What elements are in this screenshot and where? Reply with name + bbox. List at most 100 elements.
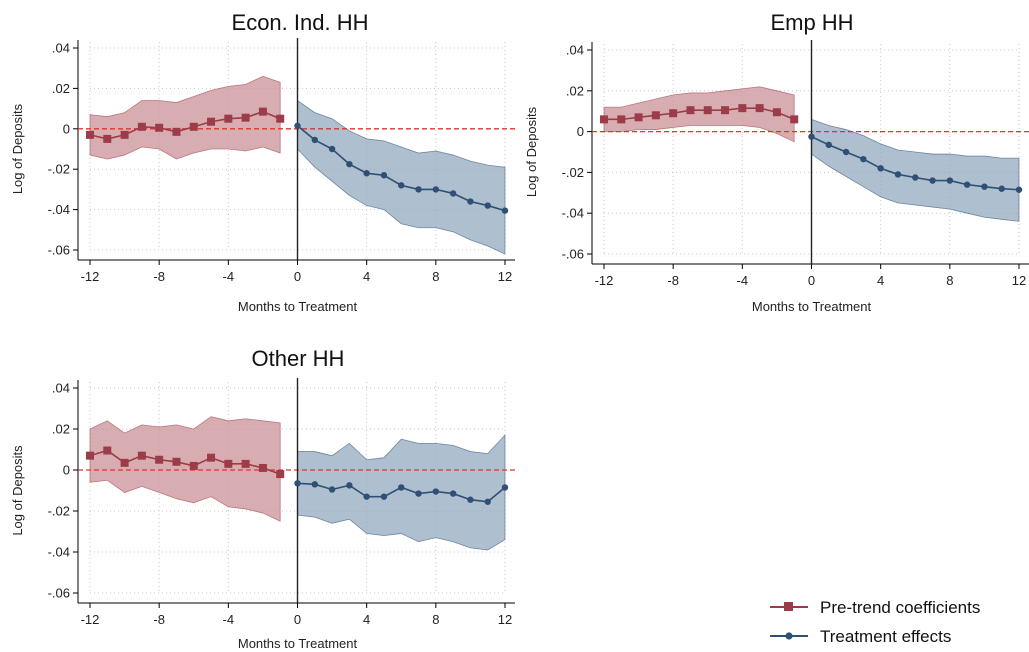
panel-title: Econ. Ind. HH: [232, 10, 369, 35]
y-tick-label: -.06: [48, 586, 70, 601]
x-axis-title: Months to Treatment: [238, 299, 358, 314]
legend-pretrend-label: Pre-trend coefficients: [820, 598, 980, 617]
y-axis-title: Log of Deposits: [10, 445, 25, 536]
y-tick-label: -.02: [48, 162, 70, 177]
pretrend-point: [120, 458, 129, 467]
treatment-point: [894, 171, 902, 178]
pretrend-point: [241, 113, 250, 122]
pretrend-point: [755, 104, 764, 113]
x-axis-title: Months to Treatment: [752, 299, 872, 314]
pretrend-ci-band: [89, 416, 281, 522]
panel-emp-hh: .04 .02 0 -.02 -.04 -.06 -12 -8 -4 0 4 8 12 Emp HH Mon…: [524, 10, 1029, 314]
y-tick-label: -.04: [48, 202, 70, 217]
x-tick-label: 8: [432, 269, 439, 284]
x-tick-label: 8: [946, 273, 953, 288]
pretrend-point: [224, 114, 233, 123]
pretrend-point: [669, 109, 678, 118]
treatment-point: [380, 172, 388, 179]
pretrend-point: [189, 461, 198, 470]
treatment-point: [946, 177, 954, 184]
treatment-point: [825, 141, 832, 149]
pretrend-point: [738, 104, 747, 113]
treatment-point: [998, 185, 1005, 192]
legend: Pre-trend coefficients Treatment effects: [770, 598, 980, 646]
pretrend-point: [617, 115, 626, 124]
treatment-point: [363, 493, 370, 500]
y-tick-label: -.04: [48, 545, 70, 560]
x-tick-label: 0: [294, 612, 301, 627]
legend-pretrend-square-icon: [784, 602, 793, 611]
treatment-point: [311, 136, 318, 144]
treatment-point: [501, 484, 509, 491]
x-tick-label: -4: [223, 269, 235, 284]
treatment-point: [432, 488, 440, 495]
y-tick-label: -.06: [562, 247, 584, 262]
x-tick-label: 4: [363, 612, 370, 627]
pretrend-point: [634, 113, 643, 122]
x-tick-label: -4: [737, 273, 749, 288]
treatment-point: [294, 480, 301, 487]
x-tick-label: 4: [363, 269, 370, 284]
pretrend-ci-band: [89, 75, 281, 160]
treatment-point: [346, 482, 353, 489]
treatment-point: [929, 177, 936, 184]
y-axis-title: Log of Deposits: [524, 106, 539, 197]
y-tick-label: 0: [577, 124, 584, 139]
treatment-point: [449, 190, 457, 197]
panel-title: Emp HH: [770, 10, 853, 35]
x-tick-label: -8: [153, 269, 165, 284]
treatment-ci-band: [297, 434, 506, 551]
y-axis-title: Log of Deposits: [10, 103, 25, 194]
treatment-point: [311, 481, 318, 488]
treatment-point: [294, 122, 301, 129]
pretrend-point: [120, 130, 129, 139]
treatment-point: [912, 174, 919, 181]
x-tick-label: -12: [81, 269, 100, 284]
treatment-point: [398, 484, 405, 491]
x-tick-label: -4: [223, 612, 235, 627]
treatment-point: [328, 486, 336, 493]
x-tick-label: 0: [808, 273, 815, 288]
pretrend-point: [258, 107, 267, 116]
pretrend-point: [155, 455, 164, 464]
legend-treatment-circle-icon: [785, 632, 793, 640]
treatment-point: [484, 498, 491, 505]
treatment-point: [467, 198, 474, 205]
pretrend-point: [155, 123, 164, 132]
pretrend-point: [189, 122, 198, 131]
pretrend-point: [258, 463, 267, 472]
x-tick-label: -8: [153, 612, 165, 627]
pretrend-point: [721, 106, 730, 115]
pretrend-ci-band: [603, 86, 795, 143]
pretrend-point: [172, 457, 181, 466]
treatment-point: [380, 493, 388, 500]
y-tick-label: .02: [566, 83, 584, 98]
pretrend-point: [86, 130, 94, 139]
treatment-point: [877, 165, 884, 172]
y-tick-label: -.02: [48, 504, 70, 519]
pretrend-point: [224, 459, 233, 468]
pretrend-point: [207, 117, 216, 126]
pretrend-point: [600, 115, 608, 124]
y-tick-label: 0: [63, 121, 70, 136]
y-tick-label: -.04: [562, 206, 584, 221]
y-tick-label: .04: [566, 43, 584, 58]
pretrend-point: [276, 114, 285, 123]
legend-treatment-label: Treatment effects: [820, 627, 951, 646]
pretrend-point: [137, 451, 146, 460]
pretrend-point: [172, 127, 181, 136]
x-tick-label: -8: [667, 273, 679, 288]
y-tick-label: .02: [52, 422, 70, 437]
pretrend-point: [103, 446, 112, 455]
x-tick-label: 8: [432, 612, 439, 627]
treatment-point: [415, 186, 422, 193]
treatment-point: [842, 148, 850, 156]
treatment-point: [981, 183, 988, 190]
treatment-point: [328, 145, 336, 153]
pretrend-point: [276, 470, 285, 479]
treatment-point: [346, 160, 353, 168]
pretrend-point: [137, 122, 146, 131]
pretrend-point: [790, 115, 799, 124]
x-tick-label: 4: [877, 273, 884, 288]
